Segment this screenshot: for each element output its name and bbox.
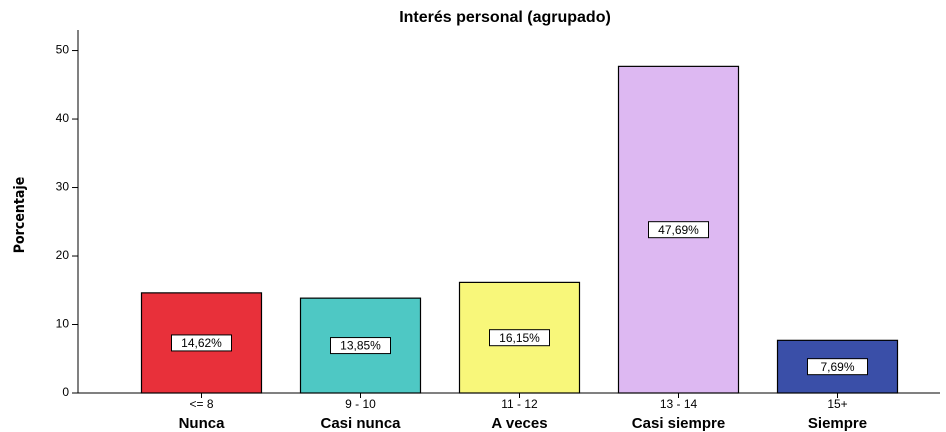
value-label-box	[330, 337, 391, 355]
value-label-box	[171, 334, 232, 352]
category-name: Nunca	[179, 415, 226, 432]
y-tick-label: 40	[56, 111, 70, 125]
bar	[140, 292, 263, 394]
y-axis-label: Porcentaje	[12, 177, 28, 253]
value-label: 14,62%	[181, 336, 222, 350]
category-name: Siempre	[808, 415, 867, 432]
value-label-box	[489, 329, 550, 347]
y-tick-label: 30	[56, 180, 70, 194]
x-tick-label: 13 - 14	[660, 397, 698, 411]
category-name: Casi siempre	[632, 415, 725, 432]
value-label-box	[807, 358, 868, 376]
x-tick-label: 9 - 10	[345, 397, 376, 411]
value-label: 13,85%	[340, 339, 381, 353]
x-tick-label: 15+	[827, 397, 847, 411]
value-label-box	[648, 221, 709, 239]
y-tick-label: 20	[56, 248, 70, 262]
y-tick-label: 50	[56, 43, 70, 57]
category-name: Casi nunca	[320, 415, 401, 432]
x-tick-label: 11 - 12	[501, 397, 538, 411]
category-name: A veces	[491, 415, 547, 432]
value-label: 7,69%	[820, 360, 854, 374]
chart-title: Interés personal (agrupado)	[399, 9, 611, 26]
value-label: 16,15%	[499, 331, 540, 345]
value-label: 47,69%	[658, 223, 699, 237]
y-tick-label: 10	[56, 317, 70, 331]
x-tick-label: <= 8	[189, 397, 213, 411]
y-tick-label: 0	[62, 385, 69, 399]
